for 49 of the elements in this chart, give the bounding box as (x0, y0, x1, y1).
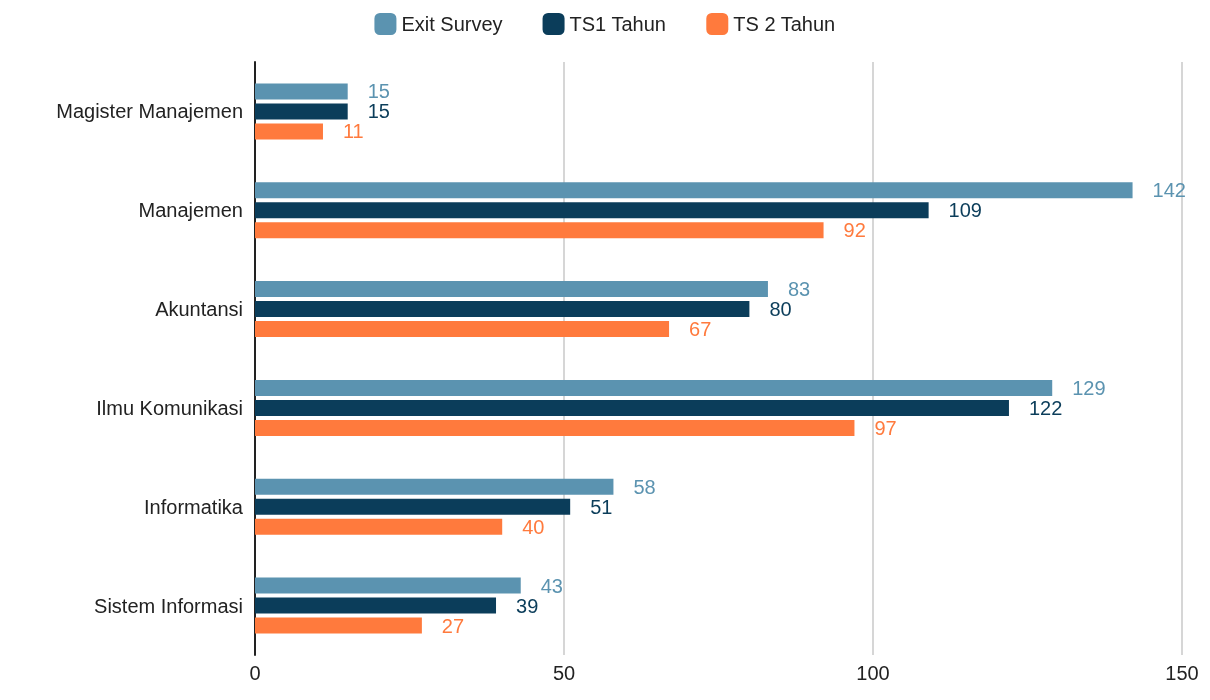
legend-label: TS1 Tahun (569, 13, 666, 35)
bar (255, 498, 571, 515)
bar (255, 379, 1053, 396)
y-tick-label: Sistem Informasi (94, 594, 243, 617)
bar (255, 222, 824, 239)
bar (255, 281, 768, 298)
data-label: 15 (367, 100, 390, 123)
bar (255, 518, 503, 535)
legend-label: TS 2 Tahun (733, 13, 836, 35)
bar (255, 478, 614, 495)
data-label: 67 (689, 318, 712, 341)
data-label: 80 (769, 298, 792, 321)
bar (255, 182, 1133, 199)
data-label: 142 (1152, 179, 1186, 202)
data-label: 15 (367, 80, 390, 103)
x-tick-label: 100 (856, 662, 890, 684)
bar (255, 419, 855, 436)
data-label: 92 (843, 219, 866, 242)
y-tick-label: Akuntansi (155, 298, 243, 321)
bar (255, 123, 323, 140)
y-tick-label: Magister Manajemen (56, 100, 243, 123)
bar (255, 617, 422, 634)
x-tick-label: 50 (552, 662, 576, 684)
y-tick-label: Manajemen (138, 199, 243, 222)
bar (255, 103, 348, 120)
data-label: 58 (633, 475, 656, 498)
bar (255, 202, 929, 219)
y-tick-label: Informatika (144, 495, 244, 518)
bar (255, 399, 1009, 416)
data-label: 40 (522, 515, 545, 538)
x-tick-label: 150 (1165, 662, 1199, 684)
data-label: 27 (441, 614, 465, 637)
data-label: 109 (948, 199, 982, 222)
data-label: 39 (516, 594, 539, 617)
data-label: 51 (590, 495, 613, 518)
data-label: 11 (342, 120, 364, 143)
bar (255, 83, 348, 100)
data-label: 83 (787, 278, 811, 301)
data-label: 129 (1072, 376, 1106, 399)
x-tick-label: 0 (249, 662, 261, 684)
legend-label: Exit Survey (401, 13, 503, 35)
bar (255, 321, 670, 338)
bar (255, 301, 750, 318)
y-tick-label: Ilmu Komunikasi (96, 396, 243, 419)
bar (255, 597, 497, 614)
data-label: 97 (874, 416, 897, 439)
data-label: 43 (540, 574, 563, 597)
data-label: 122 (1028, 396, 1063, 419)
bar (255, 577, 521, 594)
